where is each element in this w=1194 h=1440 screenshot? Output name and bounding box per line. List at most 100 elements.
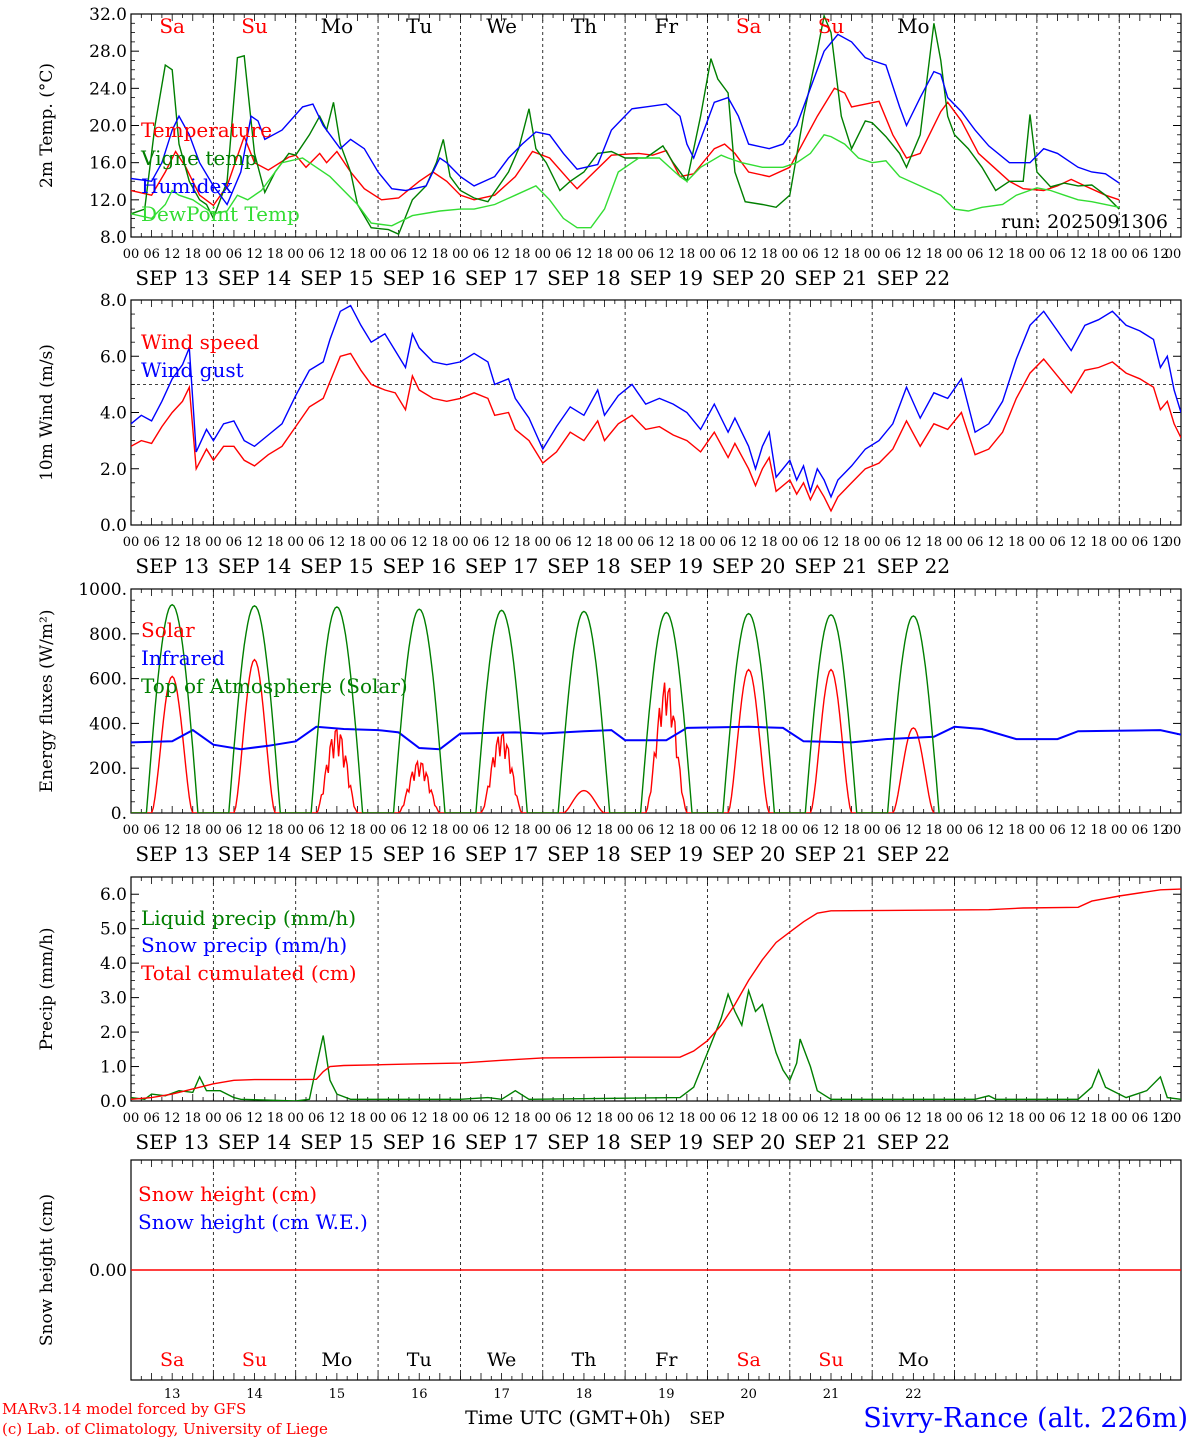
date-label: SEP 18 [547,1130,621,1154]
hour-label: 00 [1029,823,1046,838]
hour-label: 06 [720,823,737,838]
hour-label: 12 [576,535,593,550]
date-label: SEP 13 [135,1130,209,1154]
hour-label: 18 [843,535,860,550]
y-tick-label: 8.0 [100,228,127,248]
day-name-bottom: We [487,1349,516,1371]
y-tick-label: 1000. [78,580,127,600]
hour-label: 06 [143,1111,160,1126]
hour-label: 06 [308,535,325,550]
series-line-wind-gust [131,304,1181,499]
hour-label: 00 [699,247,716,262]
hour-label: 12 [493,535,510,550]
hour-label: 18 [926,823,943,838]
hour-label: 12 [246,823,263,838]
hour-label: 12 [987,823,1004,838]
hour-label: 18 [184,1111,201,1126]
hour-label: 18 [267,535,284,550]
date-label: SEP 18 [547,266,621,290]
hour-label: 06 [143,247,160,262]
hour-label: 00 [1111,535,1128,550]
hour-label: 18 [596,535,613,550]
hour-label: 06 [390,823,407,838]
hour-label: 00 [617,1111,634,1126]
hour-label: 18 [267,247,284,262]
hour-label: 00 [123,1111,140,1126]
hour-label: 18 [1008,1111,1025,1126]
day-name-top: Mo [897,14,930,38]
date-label: SEP 16 [382,554,456,578]
series-line-infrared [131,725,1181,751]
hour-label: 12 [658,247,675,262]
series-line-humidex [131,33,1120,206]
hour-label: 06 [637,823,654,838]
hour-label: 18 [349,535,366,550]
date-label: SEP 17 [465,266,539,290]
date-label: SEP 18 [547,842,621,866]
hour-label: 12 [493,247,510,262]
y-tick-label: 4.0 [100,404,127,424]
day-name-bottom: Su [818,1349,843,1371]
hour-label: 12 [1152,823,1169,838]
y-tick-label: 24.0 [89,79,127,99]
panel-5 [130,1159,1182,1381]
hour-label: 00 [1111,1111,1128,1126]
hour-label: 06 [1049,1111,1066,1126]
hour-label: 06 [637,1111,654,1126]
day-name-top: Sa [159,14,185,38]
hour-label: 18 [761,247,778,262]
day-name-bottom: Su [242,1349,267,1371]
hour-label: 06 [308,1111,325,1126]
date-label: SEP 21 [794,842,868,866]
hour-label: 18 [1008,823,1025,838]
hour-label: 06 [637,247,654,262]
x-axis-title: Time UTC (GMT+0h) [465,1407,671,1429]
day-name-top: Fr [655,14,679,38]
hour-label: 00 [864,535,881,550]
day-number: 16 [411,1387,428,1402]
run-label: run: 2025091306 [1001,211,1168,233]
day-number: 18 [576,1387,593,1402]
y-tick-label: 3.0 [100,989,127,1009]
date-label: SEP 17 [465,1130,539,1154]
series-line-top-of-atmosphere-solar- [131,603,940,813]
hour-label: 06 [555,1111,572,1126]
hour-label: 06 [555,823,572,838]
hour-label: 06 [884,535,901,550]
date-label: SEP 14 [218,842,292,866]
hour-label: 12 [740,1111,757,1126]
hour-label: 00 [452,535,469,550]
date-label: SEP 16 [382,1130,456,1154]
date-label: SEP 20 [712,266,786,290]
hour-label: 00 [617,247,634,262]
day-name-bottom: Sa [736,1349,760,1371]
y-tick-label: 16.0 [89,154,127,174]
date-label: SEP 17 [465,842,539,866]
day-name-top: Tu [406,14,432,38]
hour-label: 12 [329,247,346,262]
hour-label: 06 [967,247,984,262]
series-line-dewpoint-temp [131,134,1120,229]
hour-label: 12 [987,1111,1004,1126]
date-label: SEP 15 [300,266,374,290]
hour-label: 18 [514,535,531,550]
hour-label: 18 [843,1111,860,1126]
series-line-solar [131,658,935,813]
date-label: SEP 19 [630,554,704,578]
hour-label: 00 [782,1111,799,1126]
hour-label: 00 [782,247,799,262]
hour-label: 18 [843,247,860,262]
hour-label: 18 [267,1111,284,1126]
hour-label: 00 [946,1111,963,1126]
series-line-vigne-temp [131,14,1120,236]
hour-label: 12 [987,247,1004,262]
hour-label: 06 [226,247,243,262]
day-name-top: Su [241,14,268,38]
hour-label: 06 [720,1111,737,1126]
hour-label: 06 [884,247,901,262]
series-line-wind-speed [131,352,1181,513]
hour-label: 00 [1111,247,1128,262]
hour-label: 00 [946,823,963,838]
date-label: SEP 14 [218,554,292,578]
y-tick-label: 6.0 [100,885,127,905]
